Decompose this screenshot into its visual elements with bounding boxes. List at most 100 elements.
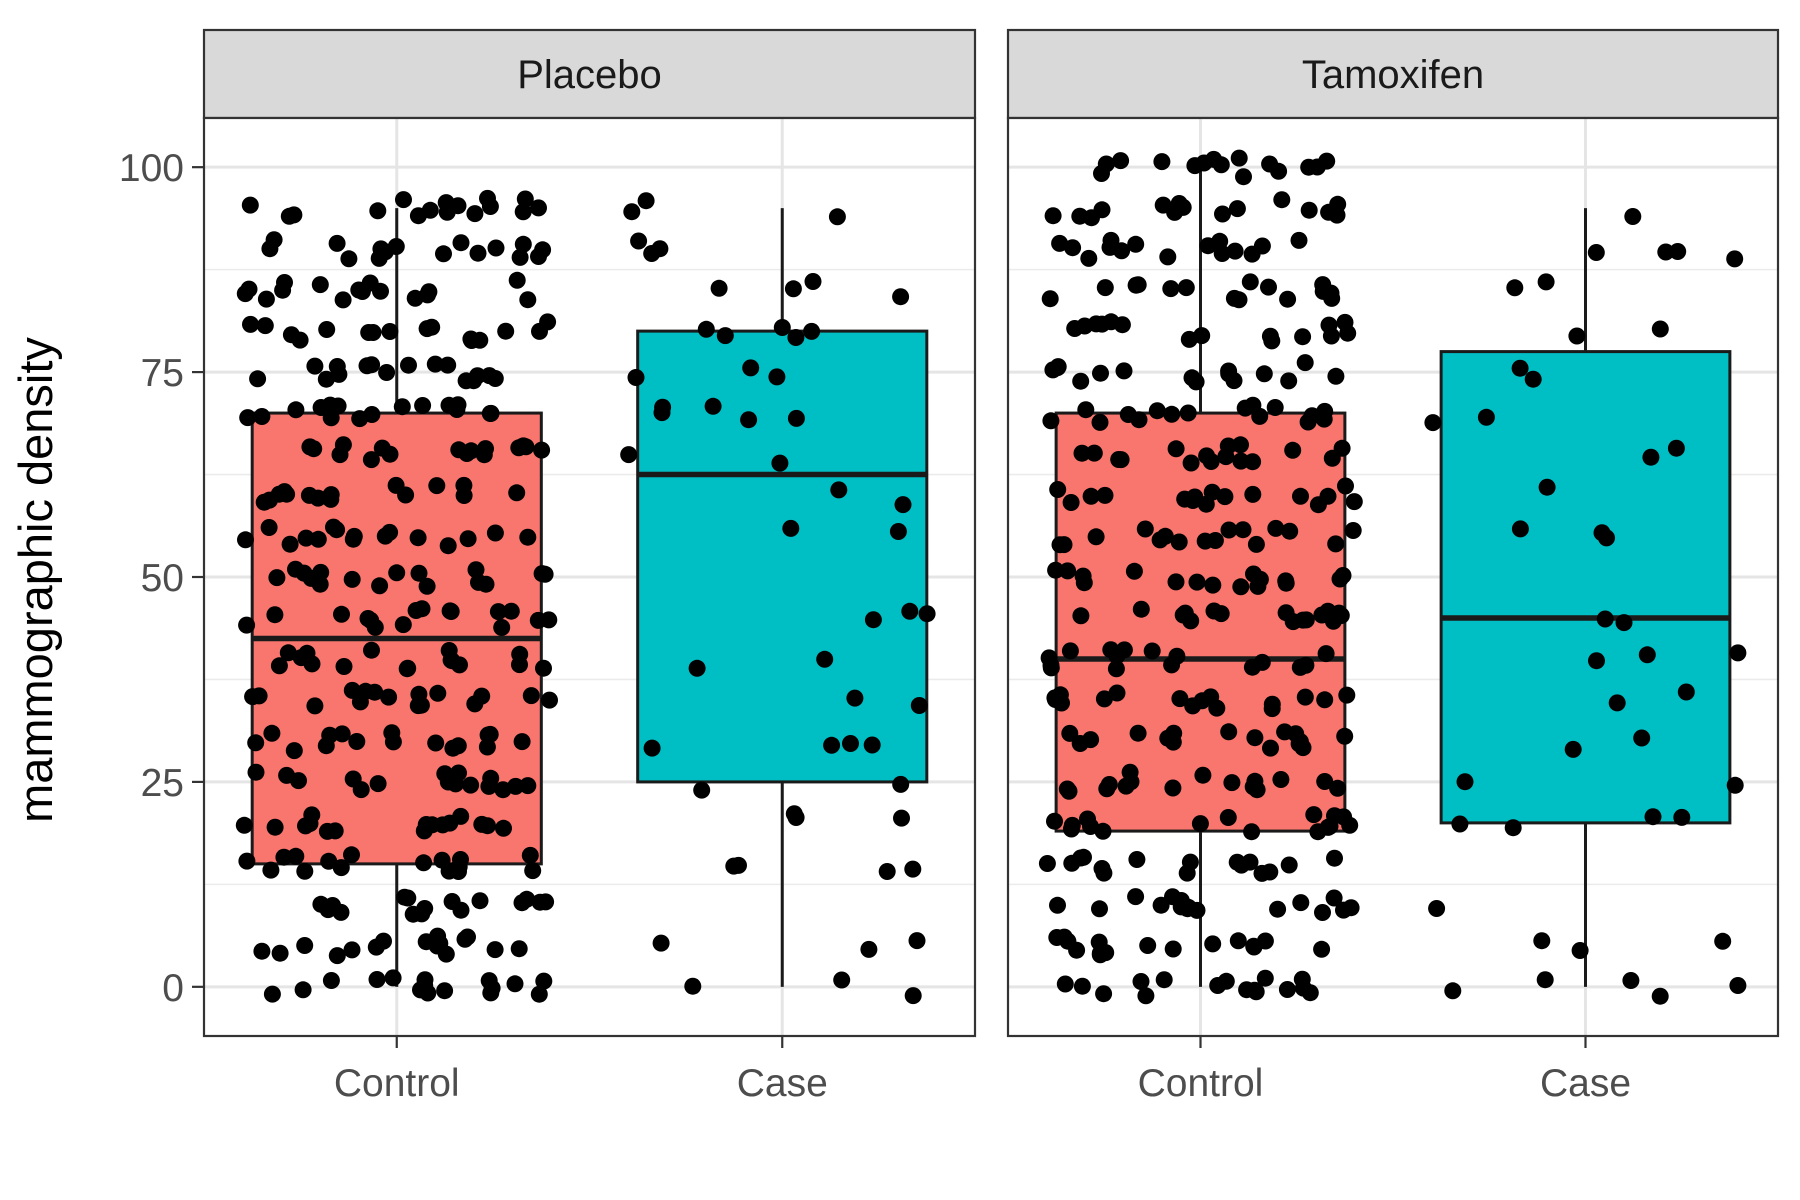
data-point xyxy=(787,329,805,346)
data-point xyxy=(1236,399,1254,417)
data-point xyxy=(1477,408,1495,426)
data-point xyxy=(351,410,369,428)
data-point xyxy=(441,814,459,832)
data-point xyxy=(260,519,278,536)
data-point xyxy=(688,659,706,677)
facet-label: Placebo xyxy=(517,53,662,97)
data-point xyxy=(510,940,528,958)
data-point xyxy=(1251,570,1269,588)
data-point xyxy=(1246,729,1264,747)
data-point xyxy=(697,320,715,338)
data-point xyxy=(1095,864,1113,882)
data-point xyxy=(239,409,257,427)
data-point xyxy=(514,203,532,221)
data-point xyxy=(1232,578,1250,596)
data-point xyxy=(1244,485,1262,503)
data-point xyxy=(275,848,293,866)
data-point xyxy=(235,816,253,834)
data-point xyxy=(514,437,532,455)
data-point xyxy=(1155,971,1173,989)
data-point xyxy=(1049,896,1066,914)
data-point xyxy=(1651,987,1669,1005)
data-point xyxy=(1085,444,1103,462)
data-point xyxy=(1042,412,1060,430)
data-point xyxy=(1075,848,1092,866)
data-point xyxy=(1193,692,1211,710)
data-point xyxy=(237,531,254,549)
data-point xyxy=(366,683,384,701)
data-point xyxy=(481,725,499,743)
data-point xyxy=(1292,487,1309,505)
x-tick-label: Control xyxy=(1138,1062,1264,1105)
x-tick-label: Control xyxy=(334,1062,460,1105)
data-point xyxy=(296,937,314,954)
data-point xyxy=(1622,972,1640,989)
data-point xyxy=(250,687,268,705)
data-point xyxy=(384,969,402,987)
data-point xyxy=(266,606,284,624)
data-point xyxy=(1112,451,1130,469)
data-point xyxy=(1171,690,1189,708)
data-point xyxy=(380,688,398,706)
data-point xyxy=(1444,982,1462,1000)
data-point xyxy=(469,244,487,262)
data-point xyxy=(1280,372,1298,390)
data-point xyxy=(444,739,462,757)
data-point xyxy=(508,271,526,289)
data-point xyxy=(1269,900,1287,918)
data-point xyxy=(452,234,470,252)
data-point xyxy=(1082,731,1100,749)
data-point xyxy=(296,862,314,880)
data-point xyxy=(623,203,641,221)
data-point xyxy=(863,736,881,754)
data-point xyxy=(452,851,469,868)
data-point xyxy=(1571,942,1589,959)
data-point xyxy=(1587,244,1605,261)
data-point xyxy=(480,367,498,385)
data-point xyxy=(1113,242,1131,260)
data-point xyxy=(456,930,474,948)
data-point xyxy=(842,735,859,752)
data-point xyxy=(864,611,882,629)
data-point xyxy=(1072,607,1090,625)
data-point xyxy=(369,202,387,220)
data-point xyxy=(333,605,350,623)
data-point xyxy=(1329,779,1347,797)
data-point xyxy=(803,322,821,340)
data-point xyxy=(1243,823,1261,841)
data-point xyxy=(514,235,532,253)
data-point xyxy=(1121,763,1139,781)
data-point xyxy=(1115,362,1133,380)
data-point xyxy=(1167,573,1185,591)
data-point xyxy=(274,281,292,299)
data-point xyxy=(1511,520,1529,538)
data-point xyxy=(833,971,851,989)
data-point xyxy=(1091,413,1109,431)
data-point xyxy=(311,276,329,294)
data-point xyxy=(249,370,267,388)
data-point xyxy=(1205,602,1223,620)
data-point xyxy=(1608,694,1626,712)
data-point xyxy=(363,356,381,374)
data-point xyxy=(1344,522,1362,539)
data-point xyxy=(1226,242,1244,260)
data-point xyxy=(368,971,386,988)
data-point xyxy=(393,398,411,416)
data-point xyxy=(519,777,537,795)
data-point xyxy=(1102,641,1120,659)
data-point xyxy=(1504,819,1522,837)
panel-placebo: Placebo Control Case xyxy=(202,28,977,1105)
data-point xyxy=(344,530,362,548)
data-point xyxy=(1669,243,1687,260)
data-point xyxy=(364,324,382,341)
data-point xyxy=(1241,273,1259,291)
data-point xyxy=(1313,940,1331,958)
data-point xyxy=(1177,279,1195,297)
data-point xyxy=(1300,201,1318,219)
data-point xyxy=(1220,723,1238,741)
data-point xyxy=(1108,684,1126,702)
data-point xyxy=(1234,521,1252,539)
data-point xyxy=(1537,273,1555,291)
data-point xyxy=(1220,365,1238,383)
data-point xyxy=(1038,855,1056,872)
